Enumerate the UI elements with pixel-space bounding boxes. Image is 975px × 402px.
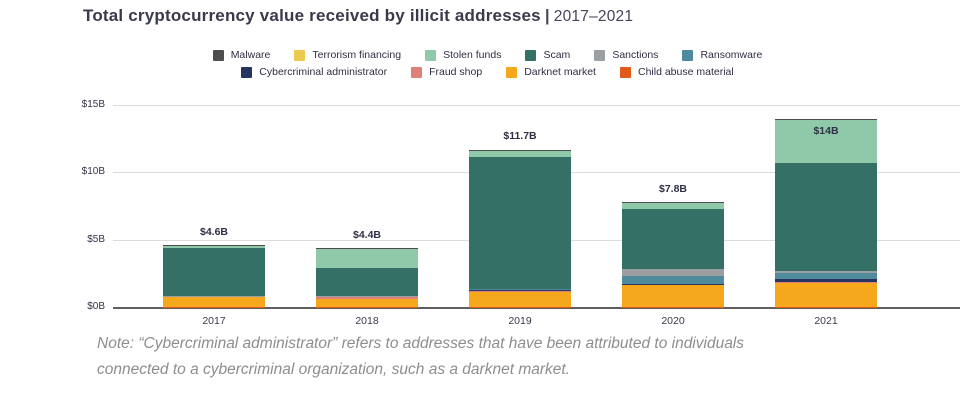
bar-segment-malware (163, 245, 265, 246)
legend-label: Malware (230, 49, 271, 61)
bar-segment-fraud-shop (316, 297, 418, 299)
bar-total-label-2020: $7.8B (658, 182, 688, 195)
legend-swatch-icon (425, 49, 437, 61)
page-title: Total cryptocurrency value received by i… (83, 6, 633, 26)
legend-swatch-icon (619, 66, 631, 78)
bar-segment-cybercriminal-administrator (622, 284, 724, 285)
legend-item: Terrorism financing (294, 49, 401, 61)
x-axis-tick-label-2021: 2021 (814, 315, 838, 327)
legend-item: Ransomware (682, 49, 762, 61)
legend-item: Malware (212, 49, 271, 61)
x-axis-tick-label-2019: 2019 (508, 315, 532, 327)
bar-segment-darknet-market (163, 297, 265, 307)
stacked-bar-2021 (775, 118, 877, 307)
legend-item: Child abuse material (619, 66, 734, 78)
x-axis-baseline (113, 307, 960, 309)
legend-label: Stolen funds (443, 49, 502, 61)
legend-swatch-icon (525, 49, 537, 61)
legend-item: Darknet market (506, 66, 596, 78)
x-axis-tick-label-2018: 2018 (355, 315, 379, 327)
bar-segment-ransomware (775, 273, 877, 280)
bar-segment-cybercriminal-administrator (775, 279, 877, 282)
bar-segment-sanctions (775, 271, 877, 274)
footnote-line-2: connected to a cybercriminal organizatio… (97, 361, 570, 378)
footnote-line-1: Note: “Cybercriminal administrator” refe… (97, 335, 745, 352)
legend-label: Terrorism financing (312, 49, 402, 61)
bar-segment-malware (775, 118, 877, 121)
bar-segment-malware (469, 149, 571, 151)
y-axis-tick-label: $5B (87, 233, 105, 245)
bar-segment-ransomware (316, 296, 418, 298)
stacked-bar-2017 (163, 245, 265, 307)
title-period: 2017–2021 (553, 8, 634, 25)
bar-segment-fraud-shop (622, 284, 724, 286)
legend-row-1: Malware Terrorism financing Stolen funds Sc… (212, 49, 762, 61)
stacked-bar-2019 (469, 149, 571, 307)
bar-segment-darknet-market (775, 282, 877, 307)
legend-item: Cybercriminal administrator (241, 66, 387, 78)
legend-label: Ransomware (700, 49, 763, 61)
bar-segment-darknet-market (316, 298, 418, 307)
legend-swatch-icon (212, 49, 224, 61)
gridline (113, 105, 960, 106)
legend-label: Child abuse material (637, 66, 734, 78)
legend-label: Sanctions (612, 49, 659, 61)
bar-segment-scam (163, 247, 265, 297)
bar-segment-stolen-funds (622, 203, 724, 209)
bar-segment-fraud-shop (775, 281, 877, 283)
y-axis-tick-label: $10B (81, 166, 105, 178)
bar-segment-ransomware (163, 296, 265, 298)
bar-total-label-2018: $4.4B (352, 228, 382, 241)
footnote: Note: “Cybercriminal administrator” refe… (97, 331, 897, 383)
bar-segment-scam (622, 208, 724, 270)
bar-segment-ransomware (622, 276, 724, 285)
legend-label: Fraud shop (429, 66, 483, 78)
legend-row-2: Cybercriminal administrator Fraud shop Dar… (241, 66, 734, 78)
stacked-bar-2020 (622, 202, 724, 307)
title-separator: | (544, 6, 550, 25)
legend-label: Darknet market (524, 66, 596, 78)
legend-swatch-icon (594, 49, 606, 61)
legend-swatch-icon (294, 49, 306, 61)
bar-total-label-2021: $14B (813, 125, 839, 138)
bar-segment-stolen-funds (316, 249, 418, 269)
bar-segment-darknet-market (622, 285, 724, 307)
chart-legend: Malware Terrorism financing Stolen funds Sc… (0, 49, 975, 78)
bar-segment-scam (316, 268, 418, 297)
bar-segment-darknet-market (469, 292, 571, 307)
bar-segment-scam (775, 163, 877, 272)
y-axis-tick-label: $0B (87, 301, 105, 312)
y-axis-tick-label: $15B (81, 99, 105, 110)
bar-segment-malware (622, 202, 724, 204)
bar-total-label-2019: $11.7B (503, 130, 537, 143)
legend-item: Scam (525, 49, 570, 61)
legend-label: Cybercriminal administrator (259, 66, 388, 78)
legend-swatch-icon (411, 66, 423, 78)
bar-segment-stolen-funds (469, 150, 571, 157)
bar-segment-fraud-shop (469, 290, 571, 293)
legend-item: Sanctions (594, 49, 658, 61)
bar-segment-sanctions (622, 269, 724, 277)
bar-segment-scam (469, 156, 571, 289)
legend-item: Fraud shop (411, 66, 482, 78)
legend-item: Stolen funds (425, 49, 501, 61)
legend-swatch-icon (682, 49, 694, 61)
bar-segment-stolen-funds (775, 120, 877, 164)
bar-segment-stolen-funds (163, 245, 265, 248)
legend-swatch-icon (241, 66, 253, 78)
bar-total-label-2017: $4.6B (199, 226, 229, 239)
bar-segment-malware (316, 247, 418, 250)
x-axis-tick-label-2020: 2020 (661, 315, 685, 327)
bar-segment-ransomware (469, 289, 571, 291)
legend-label: Scam (543, 49, 571, 61)
page-title-main: Total cryptocurrency value received by i… (83, 6, 541, 25)
x-axis-tick-label-2017: 2017 (202, 315, 226, 327)
legend-swatch-icon (506, 66, 518, 78)
stacked-bar-2018 (316, 247, 418, 307)
plot-area: $0B $5B $10B $15B $4.6B 2017 $4.4B 2018 $11.7B 20… (82, 99, 960, 327)
